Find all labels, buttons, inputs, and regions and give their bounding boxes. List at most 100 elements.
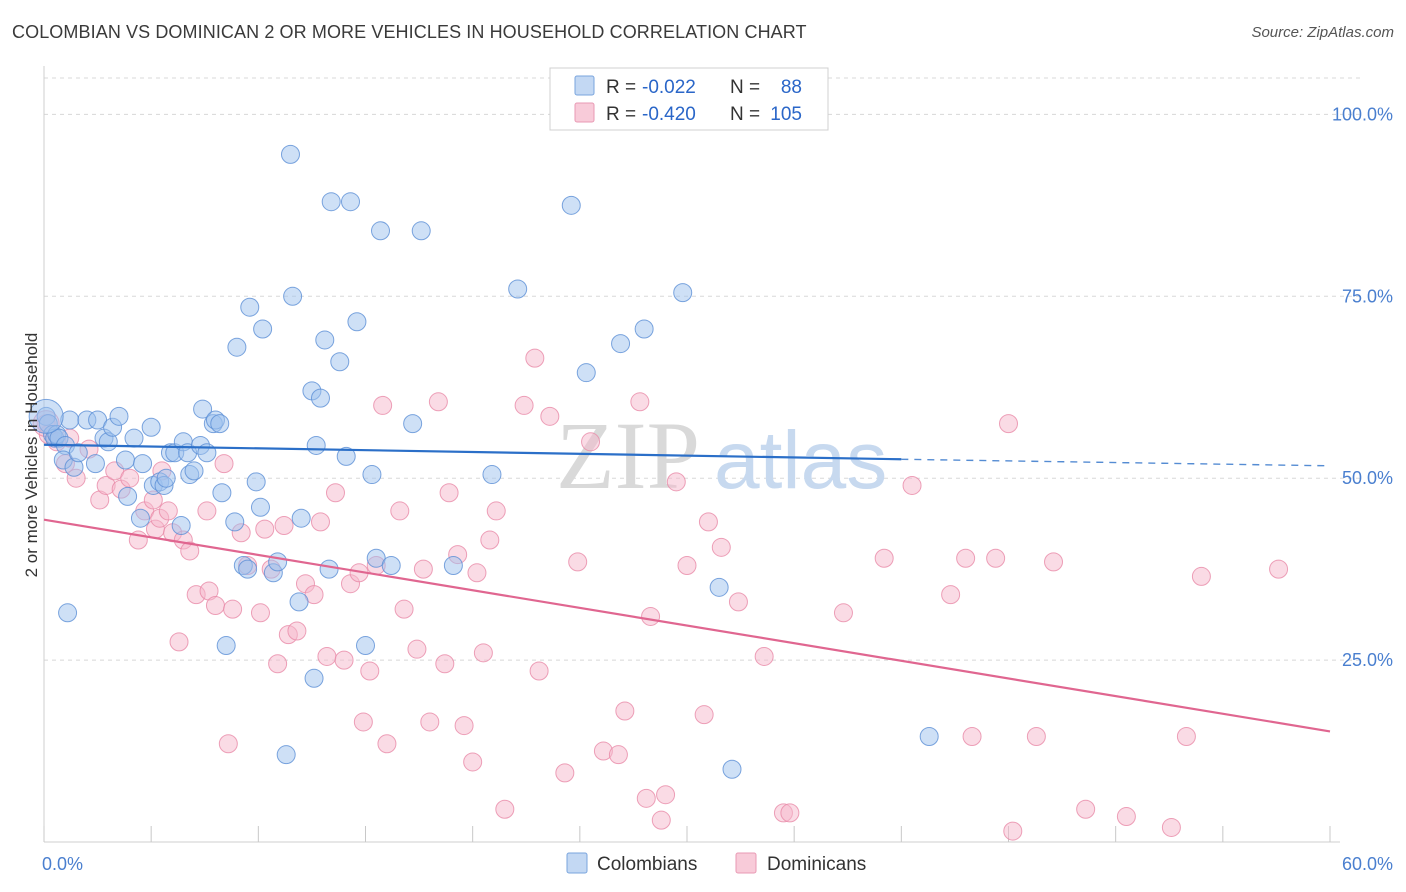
dominican-point	[1076, 799, 1096, 819]
dominican-point	[694, 705, 714, 725]
dominican-point	[428, 392, 448, 412]
colombian-point	[291, 508, 311, 528]
colombian-point	[253, 319, 273, 339]
colombian-point	[227, 337, 247, 357]
dominican-point	[666, 472, 686, 492]
dominican-point	[568, 552, 588, 572]
colombian-point	[212, 483, 232, 503]
colombian-point	[443, 556, 463, 576]
colombian-point	[280, 144, 300, 164]
watermark-atlas: atlas	[714, 415, 887, 506]
dominican-point	[274, 515, 294, 535]
dominican-point	[555, 763, 575, 783]
colombian-point	[225, 512, 245, 532]
bottom-legend-dominicans-swatch	[735, 852, 757, 874]
bottom-legend: Colombians Dominicans	[566, 852, 866, 875]
dominican-point	[1026, 726, 1046, 746]
y-tick-label: 50.0%	[1342, 468, 1393, 488]
dominican-point	[902, 475, 922, 495]
colombian-point	[321, 192, 341, 212]
dominican-point	[529, 661, 549, 681]
dominican-point	[1191, 566, 1211, 586]
colombian-point	[193, 399, 213, 419]
colombian-point	[356, 636, 375, 656]
dominican-point	[394, 599, 414, 619]
dominican-point	[833, 603, 853, 623]
bottom-legend-colombians-swatch	[566, 852, 588, 874]
dominican-point	[1176, 726, 1196, 746]
colombian-point	[919, 726, 939, 746]
colombian-point	[722, 759, 742, 779]
colombian-point	[68, 443, 88, 463]
dominican-point	[287, 621, 307, 641]
legend-dominicans-r-value: -0.420	[642, 104, 696, 125]
dominican-point	[1003, 821, 1023, 841]
dominican-point	[486, 501, 506, 521]
x-tick-labels: 0.0% 60.0%	[42, 854, 1393, 874]
colombian-point	[561, 195, 581, 215]
dominican-point	[941, 585, 961, 605]
colombian-point	[109, 406, 129, 426]
dominican-point	[1161, 817, 1181, 837]
colombian-point	[330, 352, 350, 372]
colombian-point	[115, 450, 135, 470]
colombian-point	[304, 668, 324, 688]
y-tick-label: 25.0%	[1342, 650, 1393, 670]
colombian-point	[340, 192, 360, 212]
legend-colombians-n-value: 88	[781, 77, 802, 98]
dominican-point	[407, 639, 427, 659]
axes	[43, 66, 1340, 843]
colombian-point	[315, 330, 335, 350]
y-tick-label: 100.0%	[1332, 104, 1393, 124]
colombian-point	[306, 435, 326, 455]
dominican-point	[615, 701, 635, 721]
colombian-point	[362, 465, 382, 485]
dominican-point	[581, 432, 601, 452]
colombian-point	[319, 559, 339, 579]
dominican-point	[698, 512, 718, 532]
dominican-point	[1044, 552, 1064, 572]
dominicans-trend-line	[43, 518, 1331, 733]
x-tick-label-start: 0.0%	[42, 854, 83, 874]
dominican-point	[677, 556, 697, 576]
y-tick-labels: 25.0% 50.0% 75.0% 100.0%	[1332, 104, 1393, 670]
dominican-point	[413, 559, 433, 579]
dominican-point	[120, 468, 140, 488]
colombian-point	[289, 592, 309, 612]
colombian-point	[411, 221, 431, 241]
dominican-point	[641, 606, 661, 626]
dominican-point	[317, 646, 337, 666]
dominican-point	[373, 395, 393, 415]
bottom-legend-dominicans-label: Dominicans	[767, 854, 866, 875]
dominican-point	[223, 599, 243, 619]
dominican-point	[218, 734, 238, 754]
colombian-point	[58, 603, 78, 623]
legend-dominicans-n-label: N =	[730, 104, 760, 125]
colombian-point	[216, 636, 236, 656]
dominican-point	[630, 392, 650, 412]
colombian-point	[246, 472, 266, 492]
dominican-point	[608, 745, 628, 765]
colombian-point	[130, 508, 150, 528]
colombian-point	[268, 552, 288, 572]
chart-title: COLOMBIAN VS DOMINICAN 2 OR MORE VEHICLE…	[12, 22, 807, 42]
dominican-point	[205, 596, 225, 616]
dominican-point	[435, 654, 455, 674]
dominican-point	[197, 501, 217, 521]
dominican-point	[495, 799, 515, 819]
colombian-point	[673, 283, 693, 303]
colombian-point	[576, 363, 596, 383]
dominican-point	[158, 501, 178, 521]
legend-box	[549, 67, 829, 131]
legend: R = -0.022 N = 88 R = -0.420 N = 105	[549, 67, 829, 131]
colombian-point	[310, 388, 330, 408]
dominican-point	[711, 537, 731, 557]
colombian-point	[276, 745, 296, 765]
dominican-point	[377, 734, 397, 754]
colombians-trend-line	[43, 443, 902, 461]
colombian-point	[347, 312, 367, 332]
colombian-point	[709, 577, 729, 597]
colombian-point	[508, 279, 528, 299]
dominican-point	[1116, 807, 1136, 827]
dominican-point	[439, 483, 459, 503]
